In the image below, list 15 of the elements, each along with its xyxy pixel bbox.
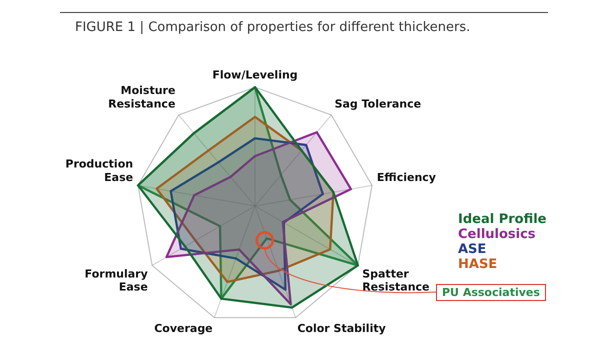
spoke-label: Formulary Ease [84,267,148,294]
spoke-label: Flow/Leveling [212,68,298,82]
text: Cellulosics [458,227,537,242]
spoke-label: Coverage [154,322,213,335]
text: HASE [458,257,498,272]
spoke-label: Moisture Resistance [108,84,176,110]
spoke-label: Color Stability [297,322,386,335]
spoke-label: Sag Tolerance [334,97,422,110]
spoke-label: Spatter Resistance [362,267,430,294]
spoke-label: Efficiency [376,170,436,184]
chart-title: FIGURE 1 | Comparison of properties for different thickeners. [75,20,470,35]
text: Ideal Profile [458,212,546,227]
spoke-label: Production Ease [65,158,134,184]
text: PU Associatives [436,284,546,301]
text: ASE [458,242,488,257]
